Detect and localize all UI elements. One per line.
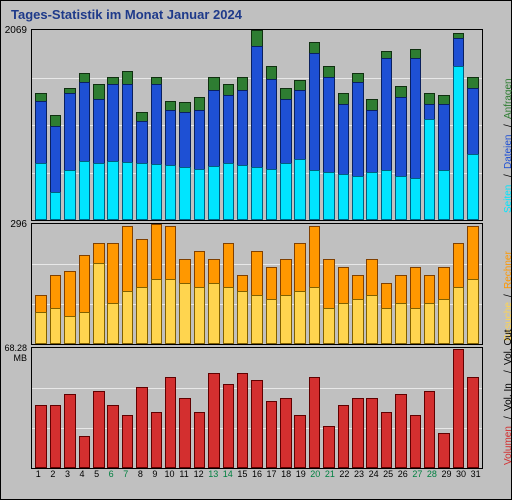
ylabel-top: 2069 (1, 25, 27, 36)
panel-top (31, 29, 483, 221)
chart-title: Tages-Statistik im Monat Januar 2024 (11, 7, 242, 22)
ylabel-mid: 296 (1, 219, 27, 230)
panel-bot (31, 347, 483, 469)
panel-mid (31, 223, 483, 345)
chart-container: Tages-Statistik im Monat Januar 2024 206… (0, 0, 512, 500)
ylabel-bot: 68.28 MB (1, 343, 27, 363)
x-axis: 1234567891011121314151617181920212223242… (31, 469, 483, 487)
